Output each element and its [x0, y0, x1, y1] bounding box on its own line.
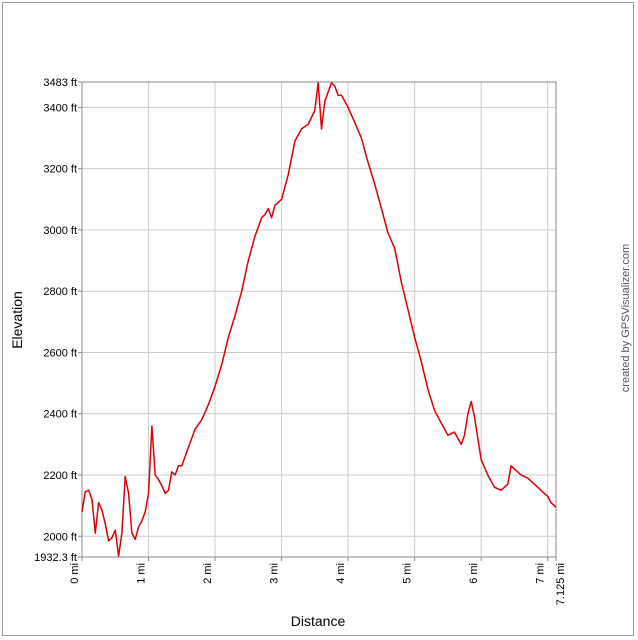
x-tick-label: 5 mi [402, 563, 414, 584]
y-tick-label: 3000 ft [43, 225, 77, 237]
x-axis-ticks: 0 mi 1 mi 2 mi 3 mi 4 mi 5 mi 6 mi 7 mi 7.125 mi [69, 557, 567, 605]
x-tick-label: 6 mi [468, 563, 480, 584]
x-tick-label: 2 mi [202, 563, 214, 584]
y-tick-label: 2000 ft [43, 531, 77, 543]
x-tick-label: 0 mi [69, 563, 81, 584]
credit-text: created by GPSVisualizer.com [620, 244, 632, 392]
y-axis-title: Elevation [9, 291, 25, 349]
y-axis-ticks: 1932.3 ft 2000 ft 2200 ft 2400 ft 2600 ft 280… [34, 77, 82, 564]
y-tick-label: 3200 ft [43, 164, 77, 176]
x-tick-label: 7.125 mi [555, 563, 567, 605]
x-tick-label: 4 mi [335, 563, 347, 584]
y-tick-label: 2400 ft [43, 409, 77, 421]
plot-border [81, 81, 557, 558]
y-tick-label: 2600 ft [43, 347, 77, 359]
grid [81, 81, 556, 558]
x-tick-label: 7 mi [535, 563, 547, 584]
y-tick-label: 1932.3 ft [34, 552, 77, 564]
y-tick-label: 2800 ft [43, 286, 77, 298]
y-tick-label: 2200 ft [43, 470, 77, 482]
x-tick-label: 1 mi [136, 563, 148, 584]
elevation-series-line [81, 82, 557, 557]
x-axis-title: Distance [291, 613, 346, 629]
y-tick-label: 3400 ft [43, 102, 77, 114]
y-tick-label: 3483 ft [43, 77, 77, 89]
x-tick-label: 3 mi [269, 563, 281, 584]
